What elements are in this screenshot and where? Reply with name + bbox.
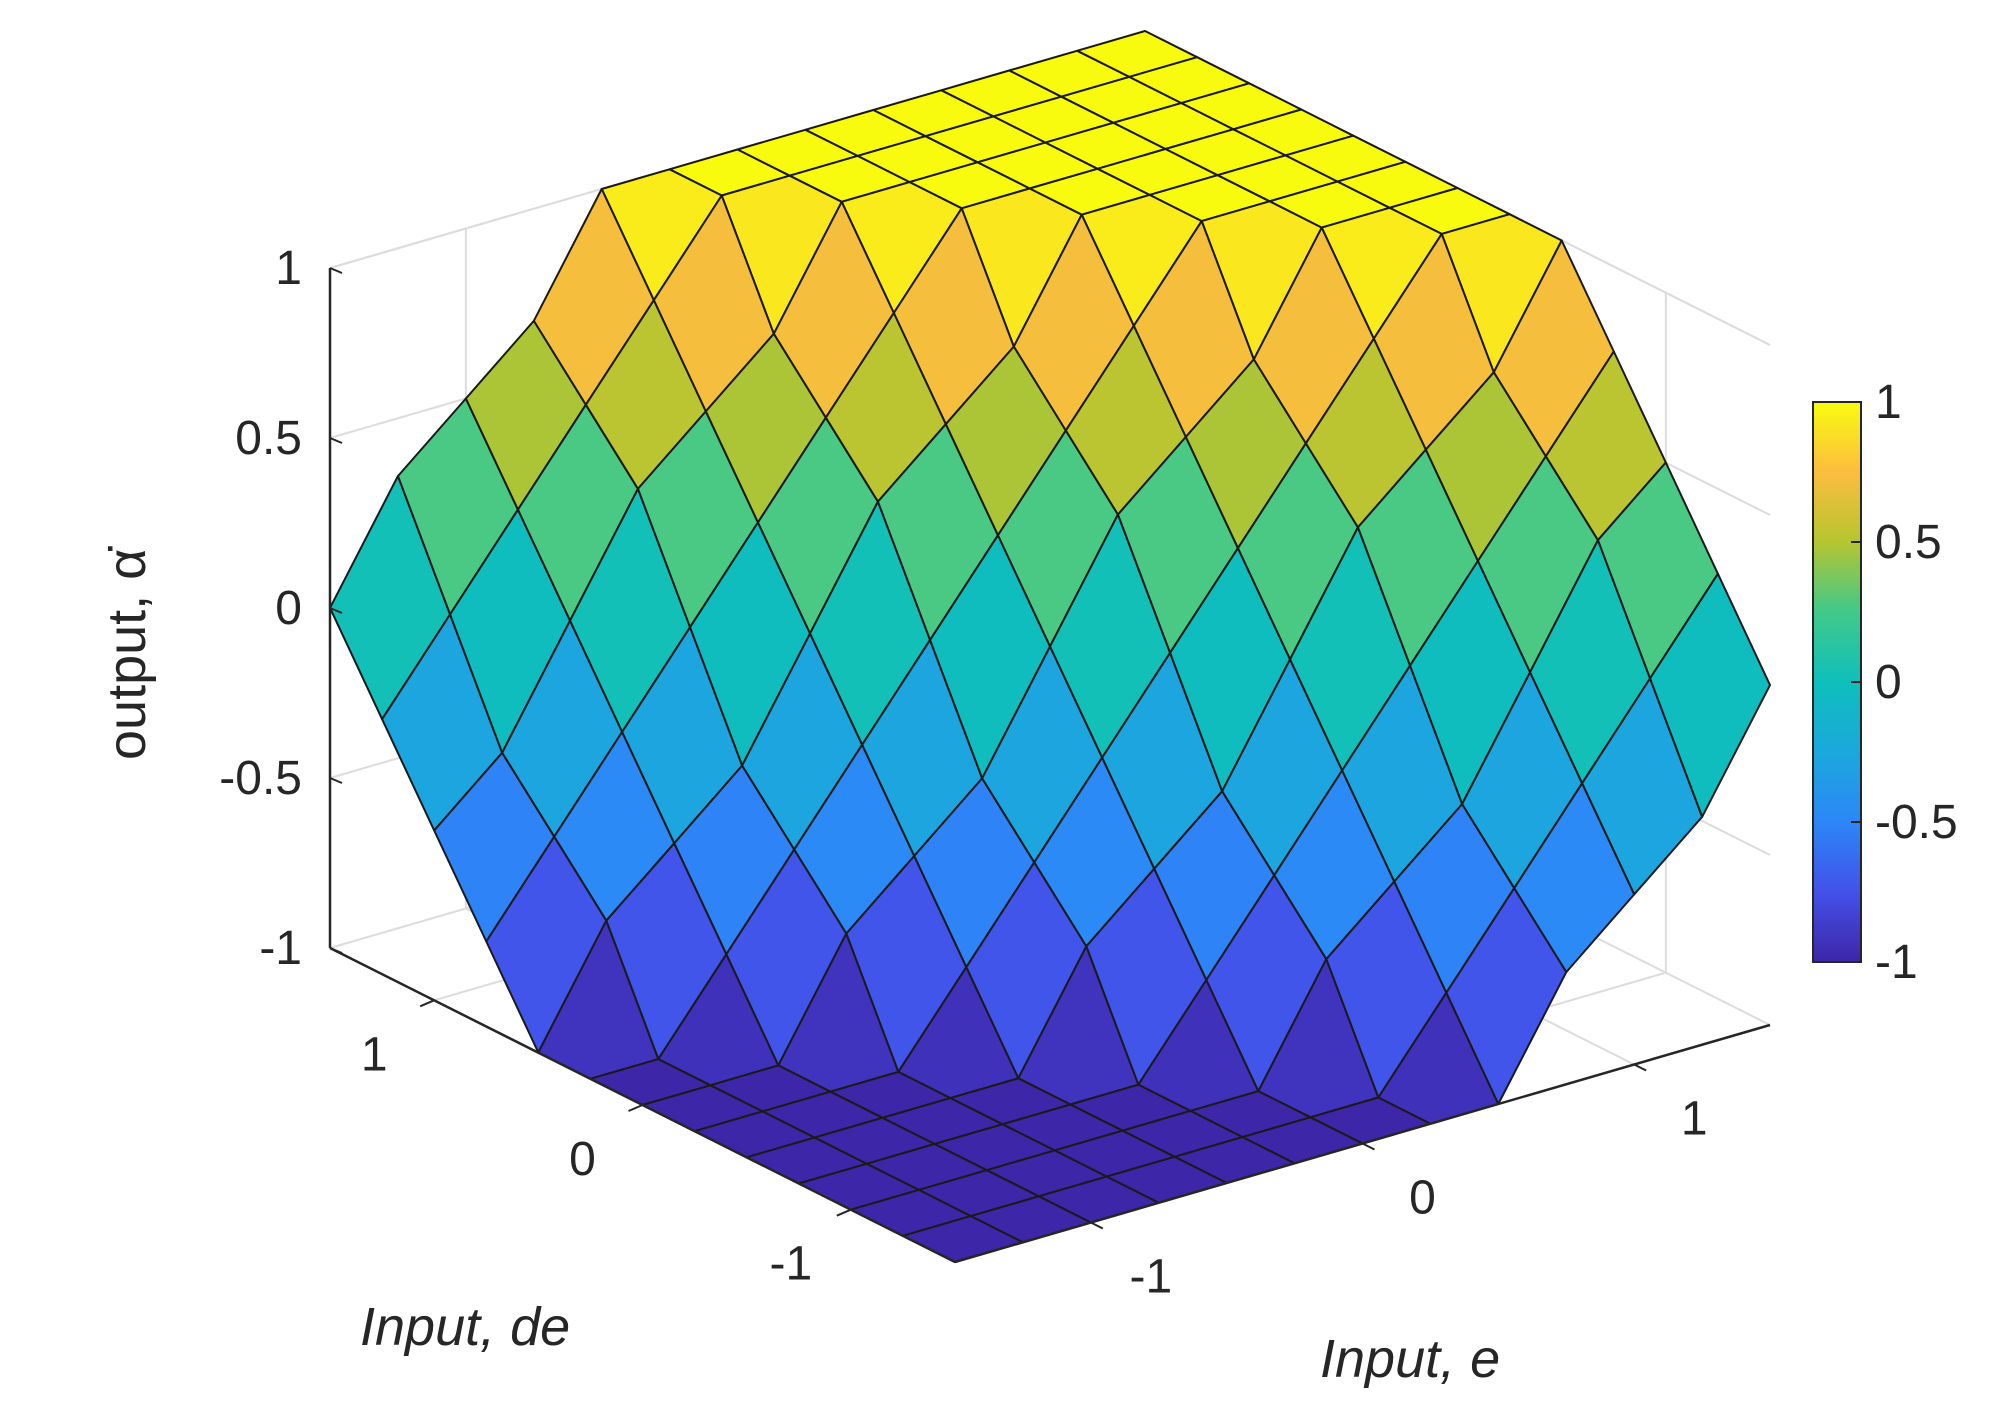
z-tick-mark [329,777,343,784]
colorbar-ticks: -1 -0.5 0 0.5 1 [1851,376,1958,989]
colorbar-tick-label: 0 [1875,656,1902,709]
surface-mesh [329,30,1771,1263]
z-tick-label: 0.5 [235,412,302,465]
x-axis-label: Input, e [1320,1329,1500,1389]
e-tick-label: 0 [1409,1172,1436,1225]
z-tick-mark [329,947,343,954]
z-tick-label: -1 [259,922,302,975]
z-tick-label: 1 [275,242,302,295]
de-tick-mark [836,1208,852,1217]
z-tick-mark [329,267,343,274]
z-tick-label: -0.5 [219,752,302,805]
colorbar-tick-label: -0.5 [1875,796,1958,849]
e-tick-label: -1 [1129,1251,1172,1304]
e-tick-mark [1362,1142,1375,1151]
de-tick-mark [628,1104,643,1112]
tick-labels: -1 -0.5 0 0.5 1 -1 0 1 -1 0 1 [219,242,1707,1304]
colorbar-tick-label: -1 [1875,936,1918,989]
z-tick-mark [329,607,343,614]
z-tick-mark [329,437,343,444]
z-axis-label: output, α̇ [97,546,157,760]
colorbar-tick-label: 1 [1875,376,1902,429]
z-tick-label: 0 [275,582,302,635]
de-tick-label: 0 [569,1133,596,1186]
e-tick-mark [1090,1221,1104,1230]
colorbar-tick-label: 0.5 [1875,516,1942,569]
de-tick-label: 1 [361,1028,388,1081]
y-axis-label: Input, de [360,1297,570,1357]
e-tick-mark [1633,1063,1647,1072]
de-tick-label: -1 [769,1238,812,1291]
e-tick-label: 1 [1681,1093,1708,1146]
de-tick-mark [419,999,435,1008]
